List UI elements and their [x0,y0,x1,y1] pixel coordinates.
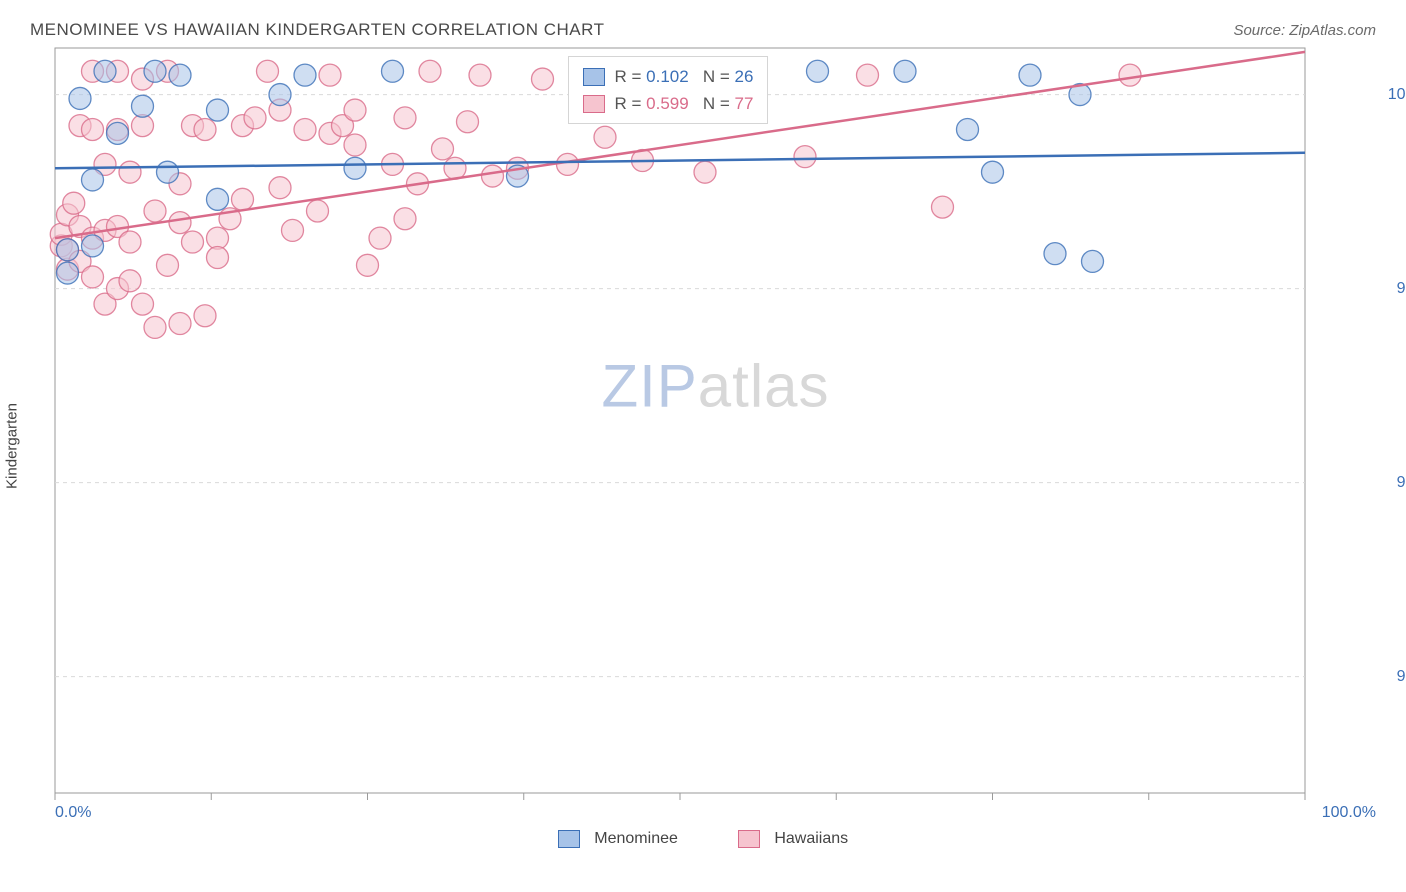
source-label: Source: ZipAtlas.com [1233,22,1376,39]
y-tick-label: 92.5% [1397,668,1406,686]
correlation-legend: R = 0.102 N = 26R = 0.599 N = 77 [568,56,769,124]
y-axis-label: Kindergarten [4,403,21,489]
legend-swatch-a [558,830,580,848]
legend-item-hawaiians: Hawaiians [738,830,848,848]
chart-title: MENOMINEE VS HAWAIIAN KINDERGARTEN CORRE… [30,20,604,40]
y-tick-label: 100.0% [1388,86,1406,104]
y-tick-label: 97.5% [1397,280,1406,298]
legend-label-a: Menominee [594,830,678,847]
scatter-chart [55,48,1305,793]
x-axis-labels: 0.0% 100.0% [55,804,1376,826]
bottom-legend: Menominee Hawaiians [0,830,1406,848]
legend-label-b: Hawaiians [774,830,848,847]
legend-item-menominee: Menominee [558,830,678,848]
chart-area: ZIPatlas R = 0.102 N = 26R = 0.599 N = 7… [55,48,1376,798]
y-tick-label: 95.0% [1397,474,1406,492]
legend-swatch-b [738,830,760,848]
